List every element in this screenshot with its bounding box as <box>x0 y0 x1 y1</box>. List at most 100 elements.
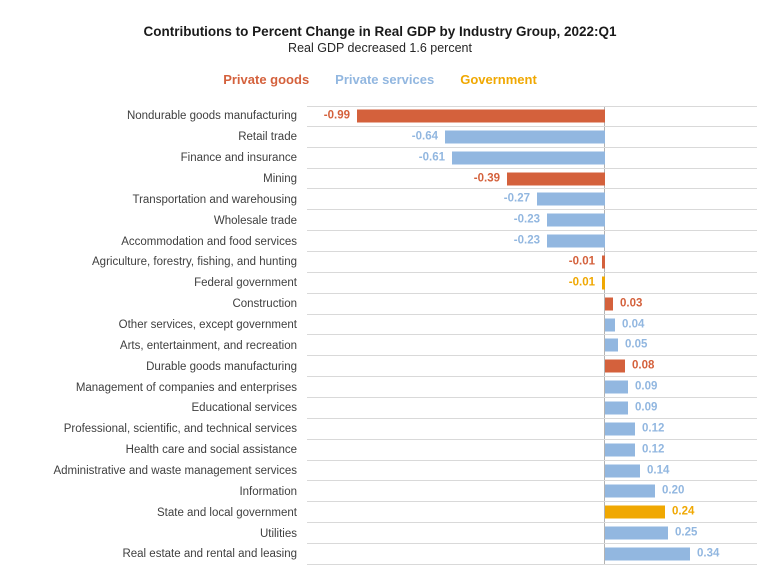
value-label: -0.39 <box>473 172 500 184</box>
category-label: Utilities <box>259 527 297 540</box>
value-label: 0.20 <box>662 484 685 497</box>
bar-track: -0.01 <box>307 252 757 273</box>
category-label: Educational services <box>191 402 297 415</box>
chart-row: Other services, except government 0.04 <box>0 315 760 336</box>
zero-axis-line <box>604 106 605 565</box>
chart-row: Construction 0.03 <box>0 294 760 315</box>
bar <box>605 443 635 457</box>
bar <box>605 484 655 498</box>
bar <box>605 401 628 415</box>
chart-row: Mining -0.39 <box>0 169 760 190</box>
bar <box>605 505 665 519</box>
value-label: -0.23 <box>513 234 540 247</box>
bar <box>605 422 635 436</box>
value-label: 0.12 <box>642 443 665 456</box>
category-label: Professional, scientific, and technical … <box>63 423 297 436</box>
chart-row: Management of companies and enterprises … <box>0 377 760 399</box>
bar-track: 0.12 <box>307 419 757 440</box>
chart-title: Contributions to Percent Change in Real … <box>143 24 617 39</box>
value-label: -0.64 <box>411 130 438 143</box>
category-label: Administrative and waste management serv… <box>53 465 297 478</box>
legend-item-services: Private services <box>335 72 435 87</box>
value-label: 0.25 <box>675 526 698 539</box>
bar <box>537 192 605 206</box>
chart-rows: Nondurable goods manufacturing -0.99 Ret… <box>0 106 760 565</box>
chart-row: Wholesale trade -0.23 <box>0 210 760 232</box>
legend-item-goods: Private goods <box>223 72 310 87</box>
bar-track: 0.20 <box>307 481 757 503</box>
bar-track: -0.39 <box>307 169 757 190</box>
bar-track: 0.08 <box>307 356 757 378</box>
bar <box>605 380 628 394</box>
bar-track: 0.03 <box>307 294 757 315</box>
bar <box>605 359 625 373</box>
bar-track: -0.27 <box>307 189 757 211</box>
value-label: 0.34 <box>697 547 720 560</box>
chart-row: Professional, scientific, and technical … <box>0 419 760 440</box>
category-label: Construction <box>232 298 297 311</box>
bar-track: 0.09 <box>307 398 757 419</box>
bar <box>605 338 618 352</box>
bar-track: 0.34 <box>307 544 757 565</box>
bar-track: 0.12 <box>307 440 757 461</box>
category-label: Nondurable goods manufacturing <box>126 110 297 123</box>
chart-row: Educational services 0.09 <box>0 398 760 419</box>
chart-row: Information 0.20 <box>0 481 760 503</box>
category-label: Federal government <box>194 277 297 290</box>
value-label: -0.01 <box>568 255 595 268</box>
value-label: -0.23 <box>513 213 540 226</box>
chart-row: Administrative and waste management serv… <box>0 461 760 482</box>
bar <box>547 213 605 227</box>
value-label: -0.01 <box>568 276 595 289</box>
bar-track: 0.05 <box>307 335 757 357</box>
bar-track: 0.09 <box>307 377 757 399</box>
chart-row: Nondurable goods manufacturing -0.99 <box>0 106 760 127</box>
bar <box>602 255 605 269</box>
bar-track: -0.99 <box>307 106 757 127</box>
bar <box>547 234 605 248</box>
bar <box>605 464 640 478</box>
value-label: -0.61 <box>418 151 445 164</box>
bar <box>357 109 605 123</box>
value-label: 0.09 <box>635 380 658 393</box>
chart-row: Accommodation and food services -0.23 <box>0 231 760 253</box>
value-label: 0.03 <box>620 297 643 310</box>
bar <box>507 172 605 185</box>
bar <box>445 130 605 144</box>
value-label: 0.24 <box>672 505 695 518</box>
chart-row: Durable goods manufacturing 0.08 <box>0 356 760 378</box>
category-label: Retail trade <box>238 131 297 144</box>
category-label: Wholesale trade <box>213 214 297 227</box>
value-label: -0.99 <box>323 109 350 122</box>
category-label: Other services, except government <box>118 319 297 332</box>
category-label: State and local government <box>156 506 297 519</box>
chart-row: Utilities 0.25 <box>0 523 760 545</box>
bar-track: -0.23 <box>307 231 757 253</box>
category-label: Transportation and warehousing <box>132 193 297 206</box>
legend-item-government: Government <box>460 72 537 87</box>
bar-track: -0.01 <box>307 273 757 294</box>
bar-track: -0.61 <box>307 148 757 169</box>
bar <box>605 297 613 311</box>
chart-row: Agriculture, forestry, fishing, and hunt… <box>0 252 760 273</box>
bar <box>605 547 690 561</box>
value-label: 0.12 <box>642 422 665 435</box>
value-label: -0.27 <box>503 192 530 205</box>
chart-row: State and local government 0.24 <box>0 502 760 524</box>
category-label: Health care and social assistance <box>125 444 297 457</box>
chart-row: Health care and social assistance 0.12 <box>0 440 760 461</box>
chart-row: Finance and insurance -0.61 <box>0 148 760 169</box>
bar-track: 0.24 <box>307 502 757 524</box>
bar-track: -0.23 <box>307 210 757 232</box>
value-label: 0.04 <box>622 318 645 331</box>
chart-row: Transportation and warehousing -0.27 <box>0 189 760 211</box>
bar <box>452 151 605 165</box>
category-label: Accommodation and food services <box>121 235 297 248</box>
category-label: Agriculture, forestry, fishing, and hunt… <box>92 256 297 269</box>
category-label: Mining <box>263 173 297 185</box>
category-label: Management of companies and enterprises <box>75 381 297 394</box>
chart-row: Arts, entertainment, and recreation 0.05 <box>0 335 760 357</box>
bar-track: 0.25 <box>307 523 757 545</box>
value-label: 0.05 <box>625 338 648 351</box>
